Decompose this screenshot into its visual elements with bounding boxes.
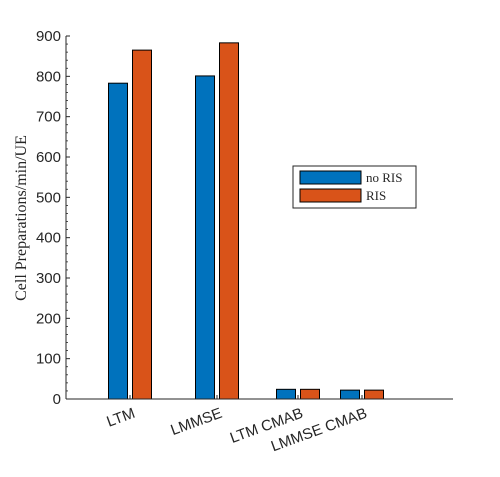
legend-label: RIS <box>366 188 386 203</box>
y-tick-label: 600 <box>36 149 61 166</box>
bar-ris-0 <box>132 49 152 400</box>
bar-ris-3 <box>364 389 384 400</box>
y-tick-label: 800 <box>36 68 61 85</box>
x-tick-label: LTM <box>104 405 137 431</box>
y-tick-label: 100 <box>36 351 61 368</box>
bar-no-ris-1 <box>195 75 215 400</box>
y-tick-label: 700 <box>36 109 61 126</box>
bar-no-ris-2 <box>276 388 296 400</box>
y-axis-label: Cell Preparations/min/UE <box>13 135 30 301</box>
y-tick-label: 200 <box>36 310 61 327</box>
bar-ris-2 <box>300 388 320 400</box>
x-tick-label: LMMSE <box>168 405 224 439</box>
y-tick-label: 0 <box>53 391 61 408</box>
legend-swatch <box>299 188 362 203</box>
y-tick-label: 500 <box>36 189 61 206</box>
y-tick-label: 300 <box>36 270 61 287</box>
legend-swatch <box>299 170 362 185</box>
bar-ris-1 <box>219 42 239 400</box>
legend-label: no RIS <box>366 170 402 185</box>
bar-group <box>108 42 384 400</box>
y-tick-label: 900 <box>36 28 61 45</box>
y-tick-label: 400 <box>36 230 61 247</box>
bar-no-ris-0 <box>108 82 128 400</box>
bar-no-ris-3 <box>340 389 360 400</box>
legend: no RIS RIS <box>292 165 417 209</box>
